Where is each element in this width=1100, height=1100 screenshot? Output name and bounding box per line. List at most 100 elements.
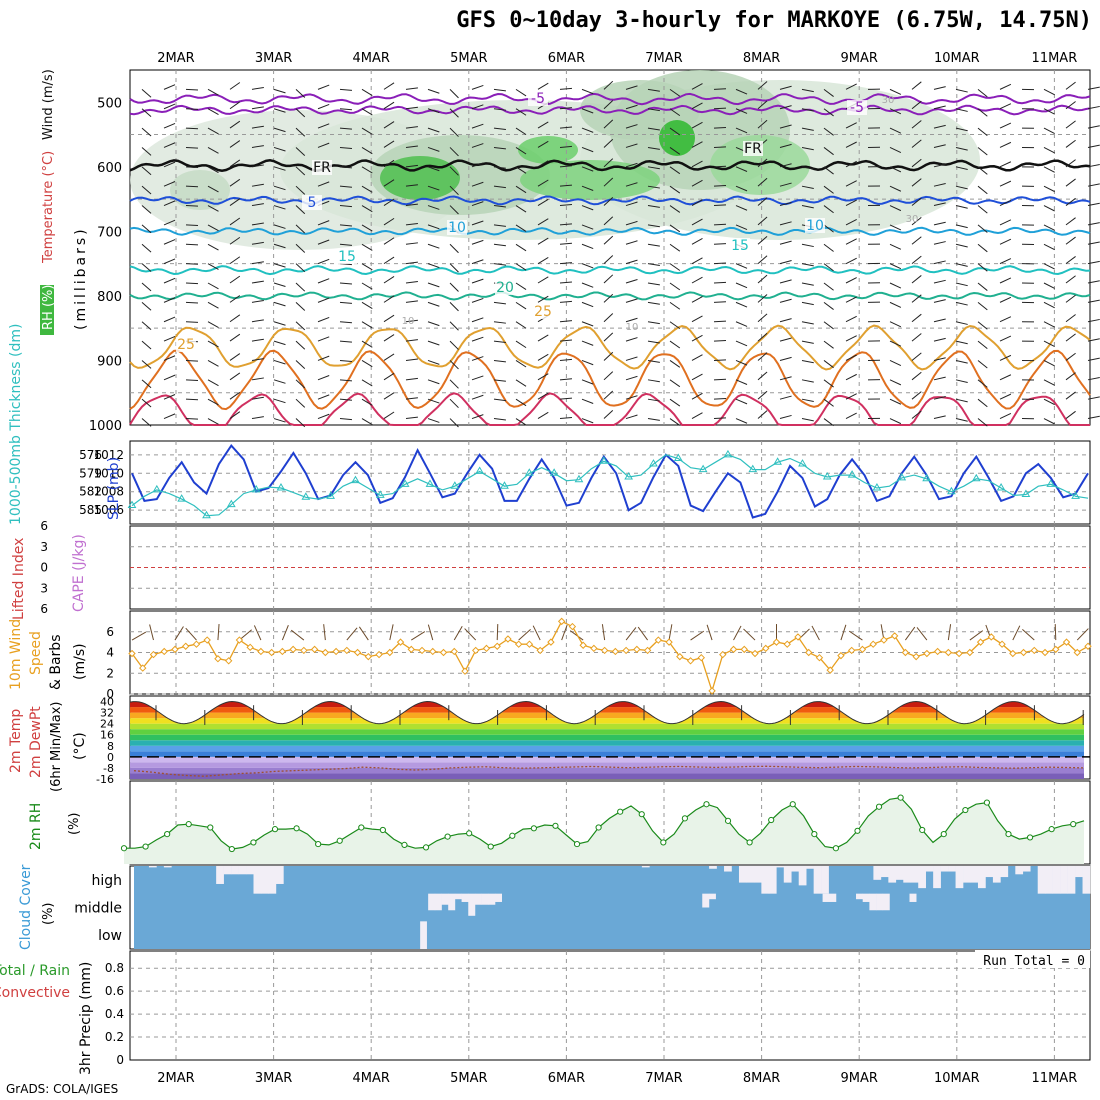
wind-barb bbox=[999, 103, 1012, 110]
wind-speed-point bbox=[611, 647, 620, 656]
cloud-cell-high bbox=[746, 866, 755, 883]
top-xtick: 6MAR bbox=[548, 51, 585, 66]
cloud-cell-high bbox=[903, 866, 912, 883]
wind-barb bbox=[185, 301, 199, 304]
top-xtick: 4MAR bbox=[352, 51, 389, 66]
wind-barb bbox=[647, 185, 660, 189]
wind-barb bbox=[339, 224, 352, 227]
wind-barb bbox=[383, 121, 395, 129]
temp-ytick: 16 bbox=[100, 729, 114, 742]
wind-speed-point bbox=[450, 647, 458, 656]
wind-speed-point bbox=[600, 646, 609, 655]
wind-barb bbox=[537, 121, 549, 129]
wind-barb bbox=[845, 160, 857, 168]
cloud-cell-high bbox=[753, 866, 762, 883]
wind-speed-point bbox=[590, 644, 598, 653]
temp-ytick: 40 bbox=[100, 696, 114, 709]
thickness-point bbox=[500, 481, 509, 489]
wind-barb bbox=[185, 282, 199, 285]
wind-barb bbox=[493, 418, 506, 421]
wind-barb bbox=[735, 321, 748, 327]
wind-barb bbox=[625, 104, 638, 110]
wind-barb bbox=[757, 352, 768, 361]
wind-barb bbox=[889, 147, 902, 153]
wind-barb bbox=[295, 360, 306, 370]
thickness-point bbox=[202, 510, 211, 519]
wind-barb bbox=[625, 162, 638, 168]
ylabel-wind10: 10m Wind bbox=[8, 619, 24, 690]
wind-barb bbox=[207, 185, 219, 193]
wind-barb bbox=[471, 220, 484, 226]
wind-barb bbox=[977, 205, 988, 214]
wind-barb bbox=[955, 263, 968, 267]
wind-barb bbox=[1065, 352, 1076, 361]
wind-barb bbox=[405, 300, 418, 303]
wind-barb bbox=[449, 398, 459, 409]
wind-barb bbox=[163, 161, 176, 168]
wind-speed-point bbox=[472, 646, 480, 655]
upper-ytick: 900 bbox=[97, 354, 122, 369]
wind-speed-point bbox=[429, 647, 437, 656]
wind-speed-point bbox=[203, 636, 211, 644]
thickness-point bbox=[1071, 491, 1080, 499]
wind-barb bbox=[1065, 197, 1076, 206]
wind-barb bbox=[779, 143, 792, 148]
wind-barb bbox=[977, 166, 988, 175]
wind-speed-point bbox=[643, 646, 652, 655]
wind-barb bbox=[647, 282, 660, 286]
wind-barb bbox=[713, 88, 727, 90]
wind-barb bbox=[493, 224, 506, 227]
wind-barb bbox=[515, 340, 527, 349]
slp-ytick: 1012 bbox=[93, 448, 124, 462]
wind-barb bbox=[889, 301, 902, 308]
wind-barb bbox=[537, 140, 549, 148]
wind-speed-point bbox=[1062, 638, 1071, 646]
wind-barb bbox=[999, 161, 1012, 168]
slp-ytick: 1008 bbox=[93, 485, 124, 499]
wind-barb bbox=[669, 224, 681, 233]
wind-barb bbox=[603, 216, 614, 226]
wind-barb bbox=[933, 163, 946, 168]
wind-speed-point bbox=[901, 648, 910, 657]
wind-barb bbox=[339, 243, 352, 246]
rh-point bbox=[962, 806, 969, 814]
wind-barb bbox=[273, 321, 286, 326]
wind-barb bbox=[317, 413, 330, 420]
cloud-cell-high bbox=[231, 866, 239, 875]
wind-barb bbox=[1087, 241, 1100, 245]
wind-barb bbox=[647, 88, 660, 92]
wind-speed-point bbox=[815, 653, 824, 662]
wind-barb bbox=[449, 360, 459, 370]
cloud-cell-high bbox=[925, 866, 934, 872]
wind-barb bbox=[273, 418, 286, 423]
wind-barb bbox=[977, 108, 988, 117]
wind-barb bbox=[845, 122, 857, 129]
ylabel-slp: SLP (mb) bbox=[106, 457, 122, 520]
wind-barb bbox=[471, 297, 484, 303]
wind-barb bbox=[493, 108, 506, 111]
bottom-xtick: 2MAR bbox=[157, 1071, 194, 1086]
wind-barb bbox=[383, 392, 395, 400]
wind-barb bbox=[471, 143, 484, 148]
wind-barb bbox=[207, 360, 219, 367]
wind-barb bbox=[361, 418, 373, 426]
wind-barb bbox=[515, 147, 527, 155]
wind-barb bbox=[933, 415, 946, 420]
wind-barb bbox=[581, 108, 594, 114]
wind-barb bbox=[1043, 243, 1055, 251]
wind-barb bbox=[735, 185, 748, 192]
wind-speed-point bbox=[386, 648, 394, 657]
cloud-cell-high bbox=[963, 866, 971, 883]
cloud-cell-high bbox=[910, 866, 919, 883]
wind-barb bbox=[669, 282, 681, 291]
rh-shading bbox=[170, 170, 230, 210]
cloud-cell-high bbox=[724, 866, 732, 872]
isotherm-label-bg bbox=[743, 141, 763, 156]
wind-barb bbox=[141, 185, 152, 195]
rh-point bbox=[1048, 826, 1055, 833]
isotherm-label-bg bbox=[528, 91, 548, 106]
bottom-xtick: 10MAR bbox=[934, 1071, 980, 1086]
wind-barb bbox=[1087, 299, 1100, 303]
wind-barb bbox=[361, 243, 373, 251]
ylabel-cape: CAPE (J/kg) bbox=[71, 534, 87, 612]
